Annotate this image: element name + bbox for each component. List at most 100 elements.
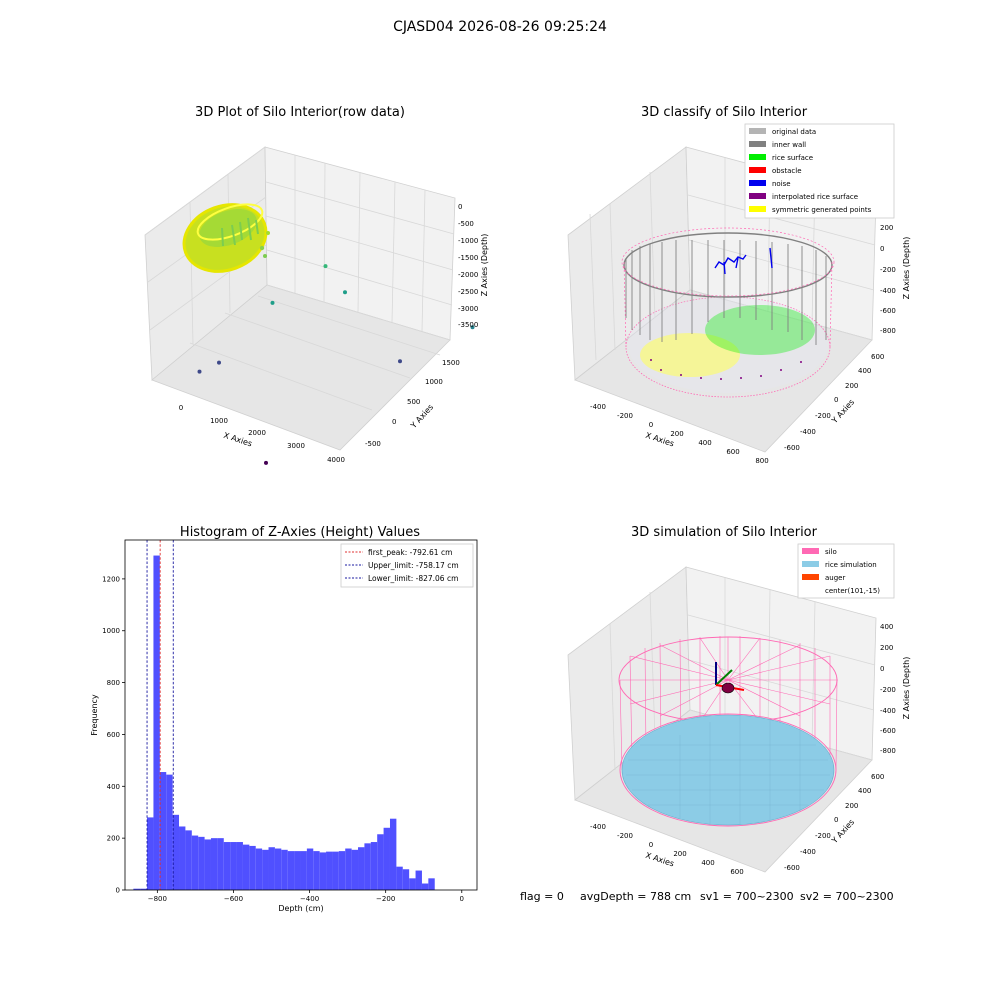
legend-entry: inner wall	[749, 141, 806, 149]
tick-label: -200	[880, 266, 896, 274]
tick-label: 600	[726, 448, 739, 456]
histogram-bar	[370, 842, 378, 890]
legend-entry: original data	[749, 128, 816, 136]
rice-simulation-disk	[621, 714, 835, 826]
tick-label: 0	[649, 421, 653, 429]
histogram-bar	[262, 849, 269, 890]
panel-histogram: Histogram of Z-Axies (Height) Values −80…	[90, 525, 478, 913]
legend-swatch	[749, 193, 766, 199]
tick-label: 0	[179, 404, 183, 412]
legend-label: silo	[825, 548, 837, 556]
tick-label: 3000	[287, 442, 305, 450]
histogram-bar	[172, 814, 180, 890]
tick-label: -600	[784, 864, 800, 872]
flag-text: flag = 0	[520, 890, 564, 903]
tick-label: 0	[834, 816, 838, 824]
silo-bottom-rim	[619, 713, 837, 827]
histogram-bar	[204, 839, 211, 890]
legend-entry: rice simulation	[802, 561, 877, 569]
legend-label: symmetric generated points	[772, 206, 872, 214]
tick-label: 200	[880, 644, 893, 652]
legend-swatch	[802, 561, 819, 567]
histogram-legend: first_peak: -792.61 cm Upper_limit: -758…	[340, 543, 474, 588]
legend-swatch	[802, 548, 819, 554]
tick-label: 1000	[425, 378, 443, 386]
tick-label: 1500	[442, 359, 460, 367]
classify-y-ticks: -600 -400 -200 0 200 400 600	[784, 353, 884, 452]
histogram-bar	[166, 774, 173, 890]
tick-label: -800	[880, 747, 896, 755]
classify-legend: original data inner wall rice surface ob…	[744, 123, 895, 219]
tick-label: -400	[800, 848, 816, 856]
histogram-bar	[281, 849, 288, 890]
tick-label: -3500	[458, 321, 478, 329]
histogram-bar	[268, 847, 275, 890]
legend-label: obstacle	[772, 167, 802, 175]
histogram-bar	[306, 848, 314, 890]
inner-wall-hatching	[625, 240, 827, 345]
tick-label: 200	[845, 802, 858, 810]
tick-label: 200	[845, 382, 858, 390]
legend-entry: center(101,-15)	[825, 587, 880, 595]
histogram-bar	[179, 826, 186, 890]
simulation-x-ticks: -400 -200 0 200 400 600	[590, 823, 744, 876]
histogram-bar	[364, 843, 371, 890]
y-axis-label: Y Axies	[408, 403, 435, 431]
legend-swatch	[749, 206, 766, 212]
legend-entry: obstacle	[749, 167, 802, 175]
tick-label: -1500	[458, 254, 478, 262]
z-axis-label: Z Axies (Depth)	[480, 234, 489, 297]
outlier-point	[323, 264, 328, 269]
legend-entry: Lower_limit: -827.06 cm	[345, 574, 458, 583]
silo-wireframe	[618, 636, 838, 827]
tick-label: 600	[730, 868, 743, 876]
tick-label: -200	[617, 832, 633, 840]
legend-label: Lower_limit: -827.06 cm	[368, 574, 458, 583]
tick-label: -2000	[458, 271, 478, 279]
tick-label: -400	[880, 287, 896, 295]
status-footer: flag = 0 avgDepth = 788 cm sv1 = 700~230…	[520, 890, 894, 903]
histogram-bar	[217, 838, 224, 890]
x-tick-label: −600	[224, 895, 243, 903]
tick-label: -2500	[458, 288, 478, 296]
histogram-bar	[358, 847, 365, 890]
auger-body	[721, 682, 735, 694]
tick-label: -200	[815, 412, 831, 420]
tick-label: 400	[698, 439, 711, 447]
tick-label: 0	[880, 245, 884, 253]
interpolated-dots	[650, 359, 802, 380]
histogram-bar	[198, 836, 205, 890]
legend-label: rice simulation	[825, 561, 877, 569]
plot-border	[124, 539, 478, 891]
histogram-bar	[421, 883, 429, 890]
outlier-point	[197, 369, 202, 374]
z-axis-label: Z Axies (Depth)	[902, 657, 911, 720]
legend-label: first_peak: -792.61 cm	[368, 548, 452, 557]
x-tick-label: −400	[300, 895, 319, 903]
histogram-bar	[338, 851, 346, 890]
y-tick-label: 800	[107, 679, 120, 687]
avg-depth-text: avgDepth = 788 cm	[580, 890, 691, 903]
legend-swatch	[749, 128, 766, 134]
raw-outlier-points	[197, 264, 475, 465]
tick-label: 0	[880, 665, 884, 673]
histogram-bar	[415, 870, 422, 890]
histogram-bar	[326, 851, 333, 890]
ring-rim	[196, 203, 264, 241]
legend-swatch	[749, 180, 766, 186]
tick-label: -800	[880, 327, 896, 335]
histogram-bar	[383, 827, 390, 890]
rice-surface-region	[705, 305, 815, 355]
legend-label: original data	[772, 128, 816, 136]
raw-y-ticks: -500 0 500 1000 1500	[365, 359, 460, 448]
histogram-bar	[140, 888, 148, 890]
tick-label: 1000	[210, 417, 228, 425]
raw-z-ticks: 0 -500 -1000 -1500 -2000 -2500 -3000 -35…	[458, 203, 478, 329]
tick-label: 4000	[327, 456, 345, 464]
histogram-bar	[396, 866, 403, 890]
classify-z-ticks: 200 0 -200 -400 -600 -800	[880, 224, 896, 335]
outlier-point	[398, 359, 402, 364]
cylinder-top-pink	[621, 227, 835, 297]
histogram-bar	[191, 835, 199, 890]
